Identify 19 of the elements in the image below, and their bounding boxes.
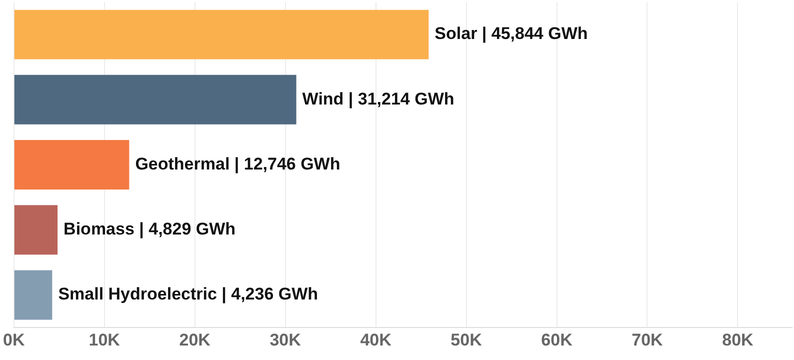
category-label: Wind | 31,214 GWh xyxy=(302,89,454,108)
x-tick-label: 40K xyxy=(360,330,392,350)
x-tick-label: 50K xyxy=(450,330,483,350)
bar xyxy=(14,74,296,124)
bar xyxy=(14,10,429,60)
x-tick-label: 60K xyxy=(541,330,574,350)
category-label: Small Hydroelectric | 4,236 GWh xyxy=(58,284,318,304)
category-label: Geothermal | 12,746 GWh xyxy=(135,154,340,174)
x-tick-label: 0K xyxy=(3,330,26,350)
x-tick-label: 80K xyxy=(722,330,754,350)
x-tick-label: 30K xyxy=(270,330,302,350)
category-label: Solar | 45,844 GWh xyxy=(434,24,588,44)
bar xyxy=(14,270,52,320)
x-tick-label: 20K xyxy=(179,330,212,350)
category-label: Biomass | 4,829 GWh xyxy=(64,220,236,239)
bar xyxy=(14,140,130,190)
bar xyxy=(14,205,58,255)
x-tick-label: 10K xyxy=(88,330,121,350)
x-tick-label: 70K xyxy=(632,330,664,350)
